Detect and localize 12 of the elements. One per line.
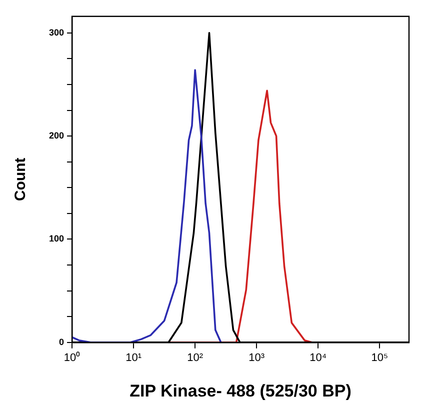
- x-tick-label: 10²: [187, 352, 204, 364]
- y-axis-title: Count: [12, 158, 30, 202]
- x-tick-label: 10⁵: [371, 352, 388, 364]
- y-tick-label: 0: [59, 336, 64, 347]
- x-tick-label: 10⁴: [310, 352, 327, 364]
- x-axis-title: ZIP Kinase- 488 (525/30 BP): [130, 381, 352, 400]
- y-tick-label: 200: [48, 130, 64, 141]
- x-tick-label: 10⁰: [64, 351, 80, 364]
- x-tick-label: 10³: [248, 352, 265, 364]
- y-tick-label: 100: [48, 234, 64, 244]
- y-tick-label: 300: [48, 27, 64, 38]
- x-tick-label: 10¹: [126, 352, 142, 364]
